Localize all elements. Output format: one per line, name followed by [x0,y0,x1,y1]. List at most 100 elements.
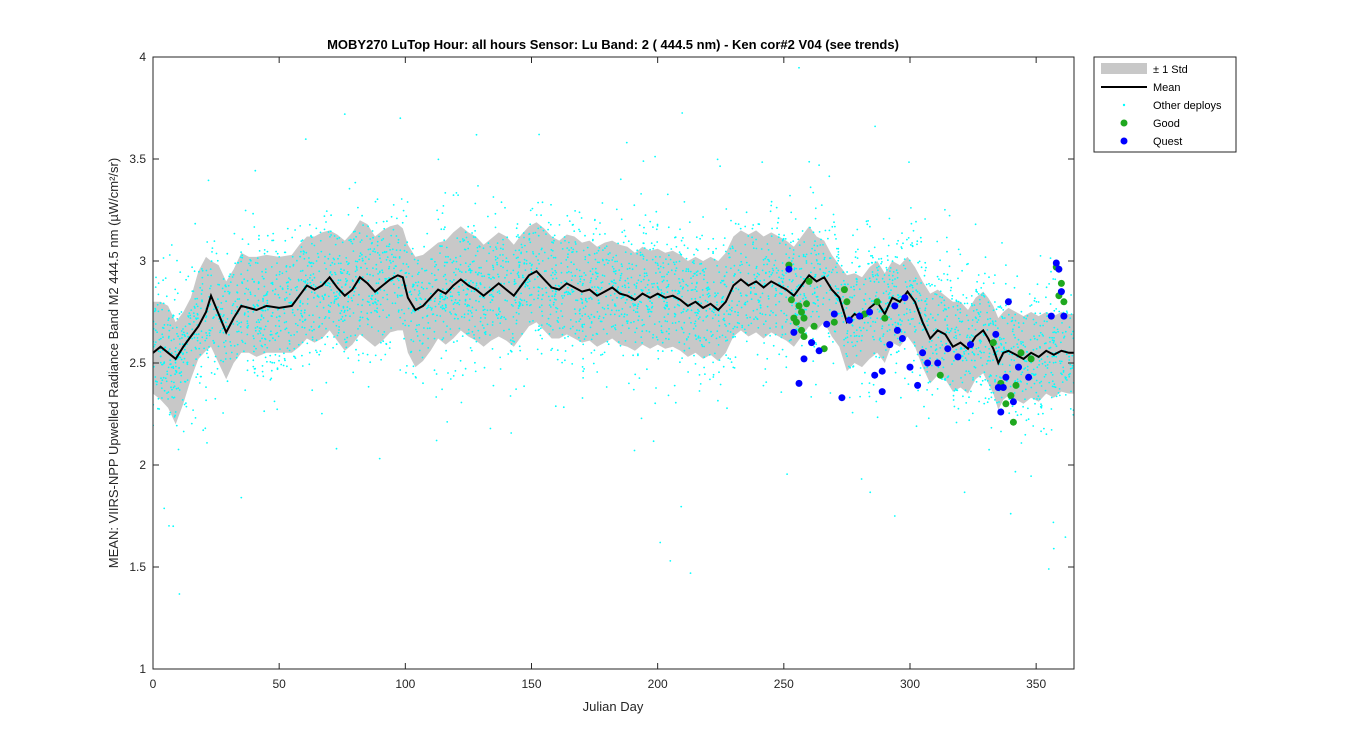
other-deploy-point [911,284,914,287]
other-deploy-point [359,316,362,319]
other-deploy-point [1040,430,1042,433]
other-deploy-point [745,261,748,264]
other-deploy-point [781,280,784,283]
other-deploy-point [170,352,173,354]
other-deploy-point [324,316,327,318]
other-deploy-point [570,279,573,281]
other-deploy-point [549,313,552,316]
other-deploy-point [372,250,374,253]
other-deploy-point [661,275,663,278]
other-deploy-point [538,328,540,331]
other-deploy-point [222,360,225,363]
other-deploy-point [1046,364,1049,366]
other-deploy-point [375,282,378,285]
other-deploy-point [988,352,991,355]
other-deploy-point [419,297,422,299]
other-deploy-point [391,279,394,281]
other-deploy-point [920,299,923,302]
other-deploy-point [998,346,1000,349]
mean-line [153,269,1074,366]
other-deploy-point [952,394,955,397]
other-deploy-point [915,289,918,292]
other-deploy-point [640,417,643,420]
other-deploy-point [577,336,580,339]
other-deploy-point [528,287,531,290]
other-deploy-point [680,505,683,508]
other-deploy-point [682,331,685,334]
other-deploy-point [341,272,344,274]
other-deploy-point [529,223,532,226]
other-deploy-point [696,311,698,314]
other-deploy-point [642,232,645,234]
other-deploy-point [578,329,581,332]
other-deploy-point [162,302,165,305]
other-deploy-point [832,362,835,365]
other-deploy-point [414,281,417,284]
other-deploy-point [931,393,934,396]
other-deploy-point [678,304,681,307]
other-deploy-point [1046,320,1048,323]
other-deploy-point [1068,373,1070,376]
other-deploy-point [937,336,940,339]
other-deploy-point [334,271,336,274]
other-deploy-point [745,211,748,214]
other-deploy-point [190,422,193,425]
other-deploy-point [366,312,369,315]
other-deploy-point [285,270,288,273]
other-deploy-point [852,285,855,288]
other-deploy-point [1016,378,1019,381]
other-deploy-point [948,214,951,217]
other-deploy-point [556,358,559,361]
other-deploy-point [173,338,175,341]
other-deploy-point [1046,367,1049,369]
other-deploy-point [237,330,240,333]
other-deploy-point [210,285,212,287]
other-deploy-point [370,326,373,329]
other-deploy-point [208,332,211,334]
other-deploy-point [925,283,928,286]
quest-point [886,341,894,349]
other-deploy-point [1051,374,1054,376]
other-deploy-point [257,288,260,290]
other-deploy-point [666,279,669,282]
other-deploy-point [869,325,872,327]
other-deploy-point [426,287,428,290]
other-deploy-point [978,400,980,403]
other-deploy-point [304,274,307,277]
other-deploy-point [868,382,871,384]
other-deploy-point [547,317,550,320]
other-deploy-point [508,281,510,284]
other-deploy-point [315,260,318,262]
other-deploy-point [500,265,502,267]
other-deploy-point [646,368,648,371]
other-deploy-point [872,335,874,338]
other-deploy-point [354,230,356,233]
quest-point [1047,312,1055,320]
other-deploy-point [336,334,339,337]
other-deploy-point [761,292,764,295]
other-deploy-point [661,350,664,352]
other-deploy-point [291,255,294,258]
other-deploy-point [1053,385,1055,388]
other-deploy-point [421,316,424,319]
other-deploy-point [333,336,335,338]
other-deploy-point [809,226,811,229]
other-deploy-point [624,279,627,282]
other-deploy-point [489,245,492,248]
other-deploy-point [518,264,521,267]
other-deploy-point [874,295,877,297]
other-deploy-point [994,324,997,327]
other-deploy-point [479,282,482,285]
other-deploy-point [988,276,990,279]
other-deploy-point [757,299,760,301]
other-deploy-point [492,249,495,252]
other-deploy-point [901,320,903,322]
other-deploy-point [715,337,718,340]
other-deploy-point [439,297,442,300]
other-deploy-point [666,291,669,293]
other-deploy-point [860,478,863,480]
other-deploy-point [588,297,590,300]
other-deploy-point [812,231,815,234]
other-deploy-point [888,292,891,294]
other-deploy-point [459,359,462,362]
